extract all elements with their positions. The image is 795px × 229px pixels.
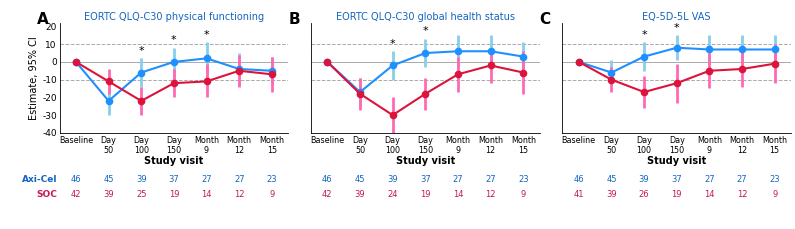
Text: C: C [540, 12, 551, 27]
Text: 39: 39 [355, 190, 366, 199]
Text: *: * [642, 30, 647, 40]
Text: 14: 14 [452, 190, 463, 199]
Text: 27: 27 [737, 174, 747, 184]
Text: 27: 27 [452, 174, 463, 184]
Text: 12: 12 [234, 190, 244, 199]
Text: 25: 25 [136, 190, 146, 199]
Text: 24: 24 [387, 190, 398, 199]
X-axis label: Study visit: Study visit [647, 156, 707, 166]
Text: 46: 46 [322, 174, 332, 184]
Title: EORTC QLQ-C30 physical functioning: EORTC QLQ-C30 physical functioning [83, 12, 264, 22]
Title: EORTC QLQ-C30 global health status: EORTC QLQ-C30 global health status [335, 12, 515, 22]
Text: 19: 19 [672, 190, 682, 199]
Text: 39: 39 [606, 190, 617, 199]
Text: 14: 14 [704, 190, 715, 199]
Text: 9: 9 [270, 190, 274, 199]
Text: 9: 9 [521, 190, 526, 199]
X-axis label: Study visit: Study visit [396, 156, 455, 166]
Text: 39: 39 [638, 174, 650, 184]
Text: 27: 27 [704, 174, 715, 184]
Text: B: B [288, 12, 300, 27]
Text: 41: 41 [573, 190, 584, 199]
Text: 23: 23 [770, 174, 780, 184]
Text: SOC: SOC [37, 190, 57, 199]
Text: 39: 39 [103, 190, 114, 199]
Text: 12: 12 [737, 190, 747, 199]
Text: 27: 27 [234, 174, 245, 184]
Text: 46: 46 [573, 174, 584, 184]
Text: 37: 37 [169, 174, 180, 184]
Text: 27: 27 [485, 174, 496, 184]
Text: 45: 45 [607, 174, 617, 184]
Text: *: * [204, 30, 209, 40]
Title: EQ-5D-5L VAS: EQ-5D-5L VAS [642, 12, 711, 22]
Text: 45: 45 [103, 174, 114, 184]
Text: 23: 23 [266, 174, 277, 184]
Text: A: A [37, 12, 48, 27]
Text: 19: 19 [420, 190, 431, 199]
Text: *: * [138, 46, 144, 56]
Text: *: * [390, 39, 395, 49]
Text: 23: 23 [518, 174, 529, 184]
Text: 39: 39 [136, 174, 146, 184]
Text: *: * [171, 35, 176, 45]
Text: 9: 9 [772, 190, 778, 199]
Text: Axi-Cel: Axi-Cel [21, 174, 57, 184]
Text: 39: 39 [387, 174, 398, 184]
Y-axis label: Estimate, 95% CI: Estimate, 95% CI [29, 36, 39, 120]
Text: *: * [674, 23, 680, 33]
Text: 26: 26 [638, 190, 650, 199]
Text: *: * [422, 26, 429, 36]
Text: 42: 42 [322, 190, 332, 199]
Text: 27: 27 [201, 174, 212, 184]
Text: 37: 37 [420, 174, 431, 184]
X-axis label: Study visit: Study visit [144, 156, 204, 166]
Text: 45: 45 [355, 174, 365, 184]
Text: 37: 37 [671, 174, 682, 184]
Text: 46: 46 [71, 174, 81, 184]
Text: 19: 19 [169, 190, 179, 199]
Text: 14: 14 [201, 190, 211, 199]
Text: 12: 12 [486, 190, 496, 199]
Text: 42: 42 [71, 190, 81, 199]
